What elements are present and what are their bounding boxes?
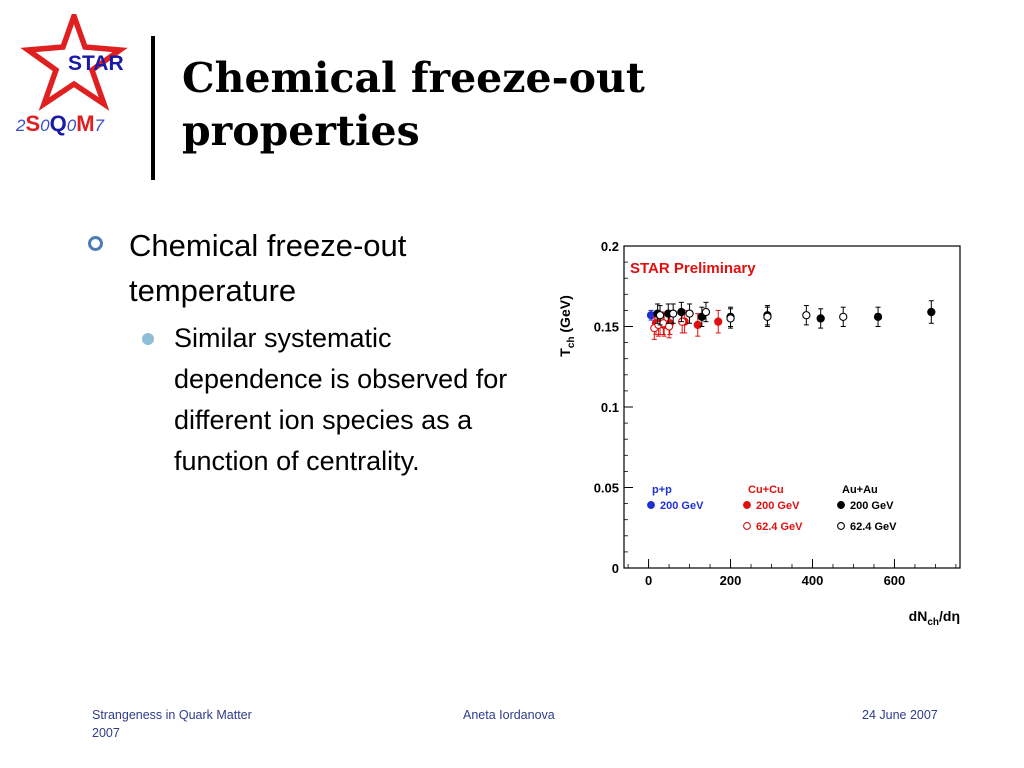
data-point: [726, 314, 735, 323]
legend-series-label: 200 GeV: [756, 500, 800, 512]
data-point: [714, 317, 723, 326]
data-point: [839, 312, 848, 321]
x-axis-label: dNch/dη: [909, 608, 960, 628]
legend-group-label: Au+Au: [842, 484, 878, 496]
y-axis-label: Tch (GeV): [557, 295, 577, 356]
ring-bullet-icon: [88, 236, 103, 251]
footer-date: 24 June 2007: [862, 708, 938, 722]
data-point: [816, 314, 825, 323]
legend-series-label: 62.4 GeV: [850, 521, 897, 533]
data-point: [669, 309, 678, 318]
y-tick-label: 0: [612, 561, 619, 576]
plot-frame: [623, 245, 961, 569]
y-tick-label: 0.1: [601, 400, 619, 415]
x-tick-label: 200: [720, 573, 742, 588]
data-point: [677, 307, 686, 317]
legend-marker: [837, 501, 845, 509]
bullet-level2: Similar systematic dependence is observe…: [142, 318, 512, 482]
legend-group-label: Cu+Cu: [748, 484, 784, 496]
logo-letter: 0: [67, 116, 77, 135]
chart-title: STAR Preliminary: [630, 260, 756, 277]
legend-marker: [647, 501, 655, 509]
data-point: [655, 311, 665, 320]
bullet1-text: Chemical freeze-out temperature: [129, 228, 407, 308]
tch-vs-dnch-chart: 0 0.05 0.1 0.15 0.2 0 200 400 600 p+p Cu+Cu Au+Au…: [548, 232, 980, 632]
bullet-level1: Chemical freeze-out temperature: [88, 223, 508, 313]
footer-conference: Strangeness in Quark Matter 2007: [92, 708, 252, 740]
data-point: [701, 307, 711, 317]
data-point: [927, 307, 936, 317]
legend-marker: [743, 522, 751, 530]
footer-author: Aneta Iordanova: [463, 708, 555, 722]
bullet2-text: Similar systematic dependence is observe…: [174, 323, 508, 476]
x-tick-label: 0: [645, 573, 652, 588]
legend-series-label: 62.4 GeV: [756, 521, 803, 533]
star-logo-icon: [20, 7, 128, 111]
sqm2007-logo-text: 2S0Q0M7: [15, 111, 105, 136]
y-tick-label: 0.15: [594, 320, 619, 335]
y-tick-label: 0.05: [594, 481, 619, 496]
legend-group-label: p+p: [652, 484, 672, 496]
logo-letter: Q: [50, 111, 67, 136]
data-point: [664, 322, 674, 331]
data-point: [685, 309, 694, 318]
logo-letter: 7: [95, 116, 105, 135]
logo-letter: S: [25, 111, 40, 136]
legend-series-label: 200 GeV: [850, 500, 894, 512]
y-tick-label: 0.2: [601, 239, 619, 254]
data-point: [873, 312, 883, 321]
logo-letter: 0: [40, 116, 50, 135]
x-tick-label: 400: [802, 573, 824, 588]
legend-marker: [743, 501, 751, 509]
star-sqm-logo: STAR 2S0Q0M7: [14, 7, 144, 139]
logo-letter: 2: [15, 116, 26, 135]
logo-letter: M: [76, 111, 94, 136]
title-divider: [151, 36, 155, 180]
legend-marker: [837, 522, 845, 530]
data-point: [802, 311, 811, 320]
dot-bullet-icon: [142, 333, 154, 345]
star-logo-text: STAR: [68, 52, 124, 75]
data-point: [693, 320, 702, 330]
legend-series-label: 200 GeV: [660, 500, 704, 512]
x-tick-label: 600: [884, 573, 906, 588]
data-point: [763, 312, 772, 321]
slide-title: Chemical freeze-out properties: [182, 54, 645, 155]
